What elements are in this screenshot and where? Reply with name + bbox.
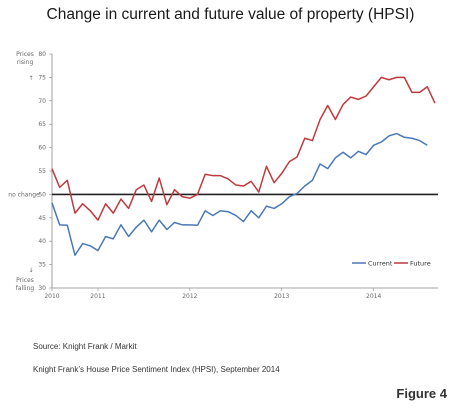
no-change-label: no change [8, 191, 40, 198]
y-tick-label: 70 [38, 98, 46, 105]
down-arrow-icon: ↓ [28, 267, 33, 274]
y-tick-label: 55 [38, 168, 46, 175]
y-tick-label: 30 [38, 285, 46, 292]
chart-title: Change in current and future value of pr… [46, 6, 415, 23]
series-line-current [51, 132, 428, 256]
y-tick-label: 60 [38, 145, 46, 152]
y-tick-label: 65 [38, 121, 46, 128]
axes: 30 35 40 45 50 55 60 65 70 75 80 2010 2011 2012 2013 20… [38, 51, 438, 300]
x-tick-label: 2013 [274, 293, 289, 300]
up-arrow-icon: ↑ [28, 75, 33, 82]
hpsi-line-chart: 30 35 40 45 50 55 60 65 70 75 80 2010 2011 2012 2013 20… [8, 51, 438, 300]
prices-falling-label-line1: Prices [16, 277, 34, 284]
prices-rising-label-line1: Prices [16, 51, 34, 58]
x-tick-label: 2011 [90, 293, 105, 300]
series-lines [51, 76, 436, 256]
x-tick-label: 2012 [182, 293, 197, 300]
series-line-future [51, 76, 436, 221]
y-tick-label: 35 [38, 262, 46, 269]
prices-rising-label-line2: rising [17, 59, 34, 66]
legend-label-future: Future [410, 259, 431, 267]
chart-caption: Knight Frank’s House Price Sentiment Ind… [33, 365, 280, 374]
y-tick-label: 80 [38, 51, 46, 58]
y-tick-label: 75 [38, 74, 46, 81]
y-tick-label: 45 [38, 215, 46, 222]
source-note: Source: Knight Frank / Markit [33, 342, 137, 351]
y-tick-label: 40 [38, 238, 46, 245]
prices-falling-label-line2: falling [16, 285, 35, 292]
x-tick-label: 2010 [44, 293, 59, 300]
x-tick-label: 2014 [366, 293, 381, 300]
legend: Current Future [352, 259, 431, 267]
y-tick-label: 50 [38, 191, 46, 198]
legend-label-current: Current [368, 259, 393, 267]
figure-label: Figure 4 [396, 386, 447, 401]
